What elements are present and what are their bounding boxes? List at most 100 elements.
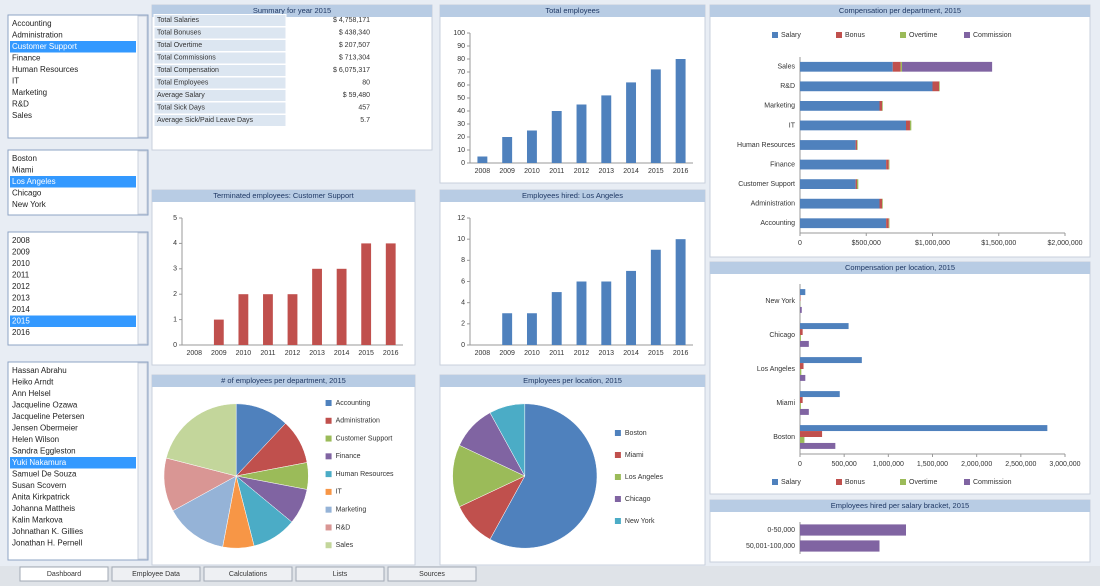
- list-item[interactable]: 2012: [12, 282, 30, 291]
- legend-label: Chicago: [625, 496, 651, 503]
- legend-label: Salary: [781, 479, 801, 486]
- list-item[interactable]: Hassan Abrahu: [12, 366, 67, 375]
- list-item[interactable]: Chicago: [12, 188, 42, 197]
- list-item[interactable]: Sales: [12, 111, 32, 120]
- list-item[interactable]: 2014: [12, 305, 30, 314]
- list-item[interactable]: Anita Kirkpatrick: [12, 492, 71, 501]
- list-item[interactable]: Yuki Nakamura: [12, 458, 67, 467]
- bar-segment: [939, 81, 940, 92]
- y-tick-label: 70: [457, 69, 465, 76]
- x-tick-label: 2010: [524, 350, 540, 357]
- list-item[interactable]: Human Resources: [12, 65, 78, 74]
- list-item[interactable]: Administration: [12, 30, 63, 39]
- list-item[interactable]: Jonathan H. Pernell: [12, 538, 82, 547]
- panel-title: Employees per location, 2015: [523, 376, 622, 385]
- list-item[interactable]: 2015: [12, 316, 30, 325]
- panel-title: Employees hired per salary bracket, 2015: [831, 501, 969, 510]
- legend-swatch: [325, 435, 332, 442]
- table-value: $ 4,758,171: [333, 17, 370, 24]
- table-value: $ 438,340: [339, 29, 370, 36]
- bar: [312, 268, 322, 345]
- sheet-tab-label[interactable]: Sources: [419, 571, 445, 578]
- list-item[interactable]: Heiko Arndt: [12, 377, 54, 386]
- x-tick-label: 2016: [383, 350, 399, 357]
- list-item[interactable]: Kalin Markova: [12, 515, 63, 524]
- list-item[interactable]: Jensen Obermeier: [12, 423, 78, 432]
- legend-swatch: [325, 542, 332, 549]
- bar-segment: [800, 120, 906, 131]
- list-item[interactable]: Boston: [12, 154, 37, 163]
- list-item[interactable]: Ann Helsel: [12, 389, 51, 398]
- list-item[interactable]: Susan Scovern: [12, 481, 66, 490]
- sheet-tab[interactable]: [387, 566, 477, 582]
- x-tick-label: 2010: [236, 350, 252, 357]
- panel-title: Summary for year 2015: [253, 6, 331, 15]
- list-item[interactable]: IT: [12, 76, 19, 85]
- sheet-tab-label[interactable]: Calculations: [229, 571, 268, 578]
- y-tick-label: 3: [173, 266, 177, 273]
- x-tick-label: 0: [798, 461, 802, 468]
- list-selection: [10, 176, 136, 188]
- list-item[interactable]: Sandra Eggleston: [12, 446, 76, 455]
- list-item[interactable]: Customer Support: [12, 42, 78, 51]
- list-item[interactable]: 2008: [12, 236, 30, 245]
- list-item[interactable]: 2011: [12, 270, 30, 279]
- bar-segment: [855, 179, 857, 189]
- list-item[interactable]: 2016: [12, 328, 30, 337]
- legend-label: Marketing: [336, 507, 367, 514]
- scrollbar[interactable]: [137, 232, 148, 345]
- bar-segment: [879, 101, 883, 111]
- list-item[interactable]: Los Angeles: [12, 177, 56, 186]
- panel-header: [710, 500, 1090, 512]
- pie-slice: [172, 475, 237, 548]
- y-tick-label: 10: [457, 236, 465, 243]
- x-tick-label: 2016: [673, 168, 689, 175]
- legend-label: Overtime: [909, 479, 938, 486]
- y-tick-label: Los Angeles: [757, 366, 796, 373]
- table-label: Average Salary: [157, 92, 205, 99]
- list-item[interactable]: Johanna Mattheis: [12, 504, 75, 513]
- table-label-cell: [153, 114, 287, 127]
- legend-label: IT: [336, 489, 343, 496]
- table-label: Total Overtime: [157, 42, 202, 49]
- list-item[interactable]: Johnathan K. Gillies: [12, 527, 83, 536]
- list-item[interactable]: Jacqueline Ozawa: [12, 400, 78, 409]
- scrollbar[interactable]: [137, 150, 148, 215]
- bar: [576, 104, 587, 163]
- list-item[interactable]: 2013: [12, 293, 30, 302]
- list-item[interactable]: 2010: [12, 259, 30, 268]
- table-label: Total Bonuses: [157, 29, 201, 36]
- list-item[interactable]: New York: [12, 200, 47, 209]
- sheet-tab[interactable]: [19, 566, 109, 582]
- sheet-tab-label[interactable]: Employee Data: [132, 571, 180, 578]
- sheet-tab-label[interactable]: Lists: [333, 571, 348, 578]
- x-tick-label: 2015: [648, 350, 664, 357]
- x-tick-label: 2014: [623, 350, 639, 357]
- bar-segment: [900, 61, 903, 72]
- list-item[interactable]: R&D: [12, 99, 29, 108]
- list-item[interactable]: 2009: [12, 247, 30, 256]
- list-item[interactable]: Miami: [12, 165, 34, 174]
- sheet-tab[interactable]: [295, 566, 385, 582]
- list-item[interactable]: Samuel De Souza: [12, 469, 77, 478]
- bar: [336, 268, 347, 345]
- list-item[interactable]: Finance: [12, 53, 41, 62]
- list-item[interactable]: Marketing: [12, 88, 47, 97]
- scrollbar[interactable]: [137, 362, 148, 560]
- list-item[interactable]: Jacqueline Petersen: [12, 412, 85, 421]
- legend-swatch: [900, 32, 906, 38]
- list-item[interactable]: Accounting: [12, 19, 52, 28]
- panel: [439, 189, 706, 366]
- bar: [526, 130, 537, 163]
- bar: [238, 294, 249, 345]
- list-item[interactable]: Helen Wilson: [12, 435, 59, 444]
- bar: [213, 319, 224, 345]
- bar: [800, 335, 801, 341]
- legend-swatch: [325, 524, 332, 531]
- sheet-tab[interactable]: [203, 566, 293, 582]
- sheet-tab[interactable]: [111, 566, 201, 582]
- bar-segment: [800, 101, 880, 111]
- scrollbar[interactable]: [137, 15, 148, 138]
- sheet-tab-label[interactable]: Dashboard: [47, 571, 81, 578]
- bar-segment: [888, 159, 890, 170]
